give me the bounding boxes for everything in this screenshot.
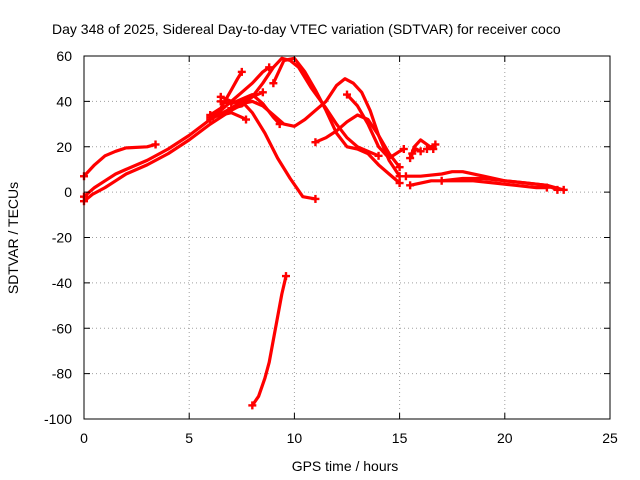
grid bbox=[84, 56, 610, 419]
y-tick-label: -60 bbox=[52, 320, 72, 336]
y-tick-label: -100 bbox=[44, 411, 72, 427]
x-axis-title: GPS time / hours bbox=[292, 458, 399, 474]
x-tick-label: 5 bbox=[185, 430, 193, 446]
series-line bbox=[208, 65, 271, 122]
series-sat-o bbox=[437, 176, 562, 194]
series-line bbox=[440, 176, 560, 192]
x-tick-label: 10 bbox=[287, 430, 303, 446]
series-line bbox=[82, 90, 265, 199]
series-line bbox=[208, 70, 244, 117]
x-tick-label: 20 bbox=[497, 430, 513, 446]
series-sat-g bbox=[227, 56, 383, 160]
series-sat-a bbox=[80, 101, 320, 206]
series-line bbox=[345, 92, 406, 160]
series-sat-f bbox=[206, 111, 251, 124]
y-tick-label: 0 bbox=[64, 184, 72, 200]
series-line bbox=[219, 77, 402, 178]
series-line bbox=[82, 142, 158, 178]
series-line bbox=[82, 101, 317, 203]
series-group bbox=[80, 56, 568, 410]
axis-ticks: -100 -80 -60 -40 -20 0 20 40 60 0 5 10 15 20 25 bbox=[44, 48, 618, 446]
chart-title: Day 348 of 2025, Sidereal Day-to-day VTE… bbox=[52, 21, 561, 37]
series-line bbox=[250, 274, 288, 407]
x-tick-label: 15 bbox=[392, 430, 408, 446]
series-sat-r bbox=[422, 140, 440, 154]
y-axis-title: SDTVAR / TECUs bbox=[5, 182, 21, 294]
series-line bbox=[313, 113, 402, 169]
series-line bbox=[271, 56, 402, 185]
series-line bbox=[208, 111, 248, 122]
y-tick-label: -20 bbox=[52, 230, 72, 246]
series-sat-i bbox=[216, 92, 284, 129]
series-sat-l bbox=[343, 90, 408, 160]
plot-frame bbox=[83, 55, 611, 420]
x-tick-label: 25 bbox=[602, 430, 618, 446]
series-line bbox=[229, 56, 381, 158]
series-line bbox=[219, 92, 282, 126]
series-sat-s bbox=[248, 272, 290, 410]
y-tick-label: 40 bbox=[56, 93, 72, 109]
y-tick-label: 20 bbox=[56, 139, 72, 155]
series-sat-k bbox=[311, 113, 404, 172]
series-line bbox=[408, 179, 549, 190]
series-sat-b bbox=[80, 88, 267, 201]
x-tick-label: 0 bbox=[80, 430, 88, 446]
y-tick-label: 60 bbox=[56, 48, 72, 64]
y-tick-label: -40 bbox=[52, 275, 72, 291]
y-tick-label: -80 bbox=[52, 366, 72, 382]
series-sat-q bbox=[408, 147, 425, 158]
